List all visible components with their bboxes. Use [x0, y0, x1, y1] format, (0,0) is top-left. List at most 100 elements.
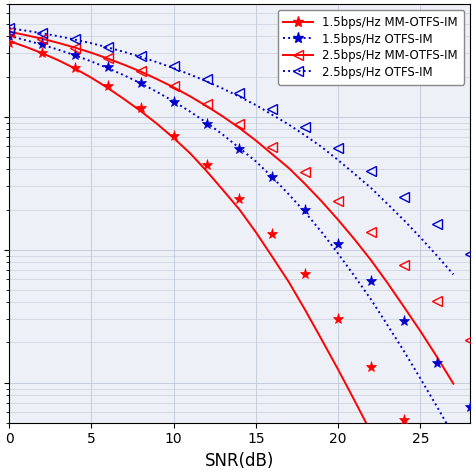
- 1.5bps/Hz MM-OTFS-IM: [72, 65, 78, 71]
- 1.5bps/Hz OTFS-IM: [352, 273, 357, 279]
- 2.5bps/Hz OTFS-IM: [319, 144, 325, 150]
- 2.5bps/Hz OTFS-IM: [286, 122, 292, 128]
- 1.5bps/Hz MM-OTFS-IM: [335, 367, 341, 373]
- 1.5bps/Hz OTFS-IM: [286, 191, 292, 197]
- 1.5bps/Hz MM-OTFS-IM: [23, 44, 28, 50]
- 1.5bps/Hz MM-OTFS-IM: [39, 50, 45, 56]
- 2.5bps/Hz MM-OTFS-IM: [335, 217, 341, 223]
- 1.5bps/Hz MM-OTFS-IM: [286, 279, 292, 285]
- 2.5bps/Hz MM-OTFS-IM: [89, 50, 94, 55]
- 2.5bps/Hz MM-OTFS-IM: [6, 29, 12, 35]
- 1.5bps/Hz OTFS-IM: [385, 322, 391, 328]
- 2.5bps/Hz MM-OTFS-IM: [270, 152, 275, 157]
- 2.5bps/Hz MM-OTFS-IM: [220, 114, 226, 119]
- 1.5bps/Hz OTFS-IM: [171, 99, 176, 104]
- X-axis label: SNR(dB): SNR(dB): [205, 452, 274, 470]
- 2.5bps/Hz OTFS-IM: [89, 40, 94, 46]
- 2.5bps/Hz OTFS-IM: [385, 201, 391, 207]
- 1.5bps/Hz OTFS-IM: [319, 229, 325, 235]
- 2.5bps/Hz OTFS-IM: [204, 79, 210, 84]
- 1.5bps/Hz MM-OTFS-IM: [385, 465, 391, 470]
- 2.5bps/Hz OTFS-IM: [23, 28, 28, 34]
- 1.5bps/Hz OTFS-IM: [335, 251, 341, 256]
- 2.5bps/Hz OTFS-IM: [55, 33, 61, 39]
- 2.5bps/Hz MM-OTFS-IM: [352, 237, 357, 242]
- 1.5bps/Hz OTFS-IM: [368, 297, 374, 302]
- 2.5bps/Hz MM-OTFS-IM: [450, 381, 456, 386]
- 2.5bps/Hz MM-OTFS-IM: [319, 199, 325, 204]
- 1.5bps/Hz MM-OTFS-IM: [171, 135, 176, 141]
- 2.5bps/Hz MM-OTFS-IM: [187, 93, 193, 99]
- 1.5bps/Hz OTFS-IM: [6, 33, 12, 38]
- 2.5bps/Hz OTFS-IM: [220, 86, 226, 91]
- 1.5bps/Hz MM-OTFS-IM: [253, 229, 259, 235]
- 1.5bps/Hz MM-OTFS-IM: [220, 187, 226, 193]
- 1.5bps/Hz OTFS-IM: [72, 53, 78, 58]
- 2.5bps/Hz OTFS-IM: [138, 54, 144, 60]
- 2.5bps/Hz OTFS-IM: [352, 171, 357, 177]
- 2.5bps/Hz MM-OTFS-IM: [23, 32, 28, 38]
- 1.5bps/Hz MM-OTFS-IM: [319, 337, 325, 343]
- 2.5bps/Hz MM-OTFS-IM: [55, 40, 61, 46]
- 2.5bps/Hz OTFS-IM: [155, 59, 160, 65]
- 1.5bps/Hz MM-OTFS-IM: [89, 75, 94, 81]
- 2.5bps/Hz MM-OTFS-IM: [237, 125, 242, 131]
- 1.5bps/Hz OTFS-IM: [138, 81, 144, 86]
- 2.5bps/Hz OTFS-IM: [450, 272, 456, 277]
- 2.5bps/Hz MM-OTFS-IM: [171, 84, 176, 90]
- 1.5bps/Hz OTFS-IM: [237, 145, 242, 151]
- 2.5bps/Hz OTFS-IM: [401, 218, 407, 223]
- 2.5bps/Hz OTFS-IM: [253, 102, 259, 108]
- 1.5bps/Hz MM-OTFS-IM: [155, 121, 160, 127]
- 1.5bps/Hz OTFS-IM: [89, 58, 94, 64]
- 1.5bps/Hz MM-OTFS-IM: [204, 168, 210, 174]
- 1.5bps/Hz OTFS-IM: [302, 210, 308, 215]
- 1.5bps/Hz OTFS-IM: [253, 159, 259, 164]
- 1.5bps/Hz MM-OTFS-IM: [270, 254, 275, 260]
- 2.5bps/Hz MM-OTFS-IM: [121, 62, 127, 68]
- 2.5bps/Hz MM-OTFS-IM: [155, 76, 160, 82]
- 2.5bps/Hz MM-OTFS-IM: [368, 257, 374, 263]
- 2.5bps/Hz OTFS-IM: [171, 65, 176, 71]
- 2.5bps/Hz OTFS-IM: [270, 112, 275, 118]
- 1.5bps/Hz MM-OTFS-IM: [368, 430, 374, 436]
- Line: 2.5bps/Hz OTFS-IM: 2.5bps/Hz OTFS-IM: [9, 28, 453, 274]
- 1.5bps/Hz OTFS-IM: [39, 42, 45, 47]
- 1.5bps/Hz OTFS-IM: [105, 65, 110, 71]
- 1.5bps/Hz OTFS-IM: [418, 376, 423, 382]
- 2.5bps/Hz MM-OTFS-IM: [302, 182, 308, 187]
- 2.5bps/Hz MM-OTFS-IM: [253, 138, 259, 144]
- 1.5bps/Hz MM-OTFS-IM: [187, 150, 193, 156]
- 1.5bps/Hz MM-OTFS-IM: [237, 207, 242, 212]
- Legend: 1.5bps/Hz MM-OTFS-IM, 1.5bps/Hz OTFS-IM, 2.5bps/Hz MM-OTFS-IM, 2.5bps/Hz OTFS-IM: 1.5bps/Hz MM-OTFS-IM, 1.5bps/Hz OTFS-IM,…: [278, 10, 464, 84]
- 2.5bps/Hz MM-OTFS-IM: [401, 304, 407, 310]
- 1.5bps/Hz OTFS-IM: [155, 89, 160, 95]
- 1.5bps/Hz MM-OTFS-IM: [302, 307, 308, 313]
- 2.5bps/Hz MM-OTFS-IM: [385, 280, 391, 286]
- 1.5bps/Hz OTFS-IM: [23, 37, 28, 43]
- 2.5bps/Hz OTFS-IM: [121, 49, 127, 55]
- 1.5bps/Hz MM-OTFS-IM: [138, 108, 144, 114]
- 1.5bps/Hz MM-OTFS-IM: [55, 57, 61, 63]
- 1.5bps/Hz OTFS-IM: [270, 174, 275, 180]
- 2.5bps/Hz MM-OTFS-IM: [138, 69, 144, 74]
- 1.5bps/Hz OTFS-IM: [121, 73, 127, 78]
- 2.5bps/Hz OTFS-IM: [237, 94, 242, 100]
- 2.5bps/Hz OTFS-IM: [434, 253, 440, 258]
- 2.5bps/Hz OTFS-IM: [72, 37, 78, 43]
- 2.5bps/Hz OTFS-IM: [187, 72, 193, 77]
- 2.5bps/Hz OTFS-IM: [335, 157, 341, 163]
- 1.5bps/Hz MM-OTFS-IM: [352, 398, 357, 403]
- 2.5bps/Hz OTFS-IM: [39, 30, 45, 36]
- 2.5bps/Hz MM-OTFS-IM: [105, 56, 110, 62]
- 2.5bps/Hz MM-OTFS-IM: [418, 328, 423, 334]
- 2.5bps/Hz OTFS-IM: [368, 185, 374, 191]
- 2.5bps/Hz MM-OTFS-IM: [434, 354, 440, 360]
- 1.5bps/Hz OTFS-IM: [204, 120, 210, 126]
- 2.5bps/Hz OTFS-IM: [418, 235, 423, 240]
- 2.5bps/Hz MM-OTFS-IM: [204, 103, 210, 109]
- 2.5bps/Hz OTFS-IM: [6, 25, 12, 31]
- 1.5bps/Hz MM-OTFS-IM: [6, 38, 12, 44]
- Line: 1.5bps/Hz OTFS-IM: 1.5bps/Hz OTFS-IM: [9, 36, 453, 436]
- 1.5bps/Hz OTFS-IM: [220, 132, 226, 137]
